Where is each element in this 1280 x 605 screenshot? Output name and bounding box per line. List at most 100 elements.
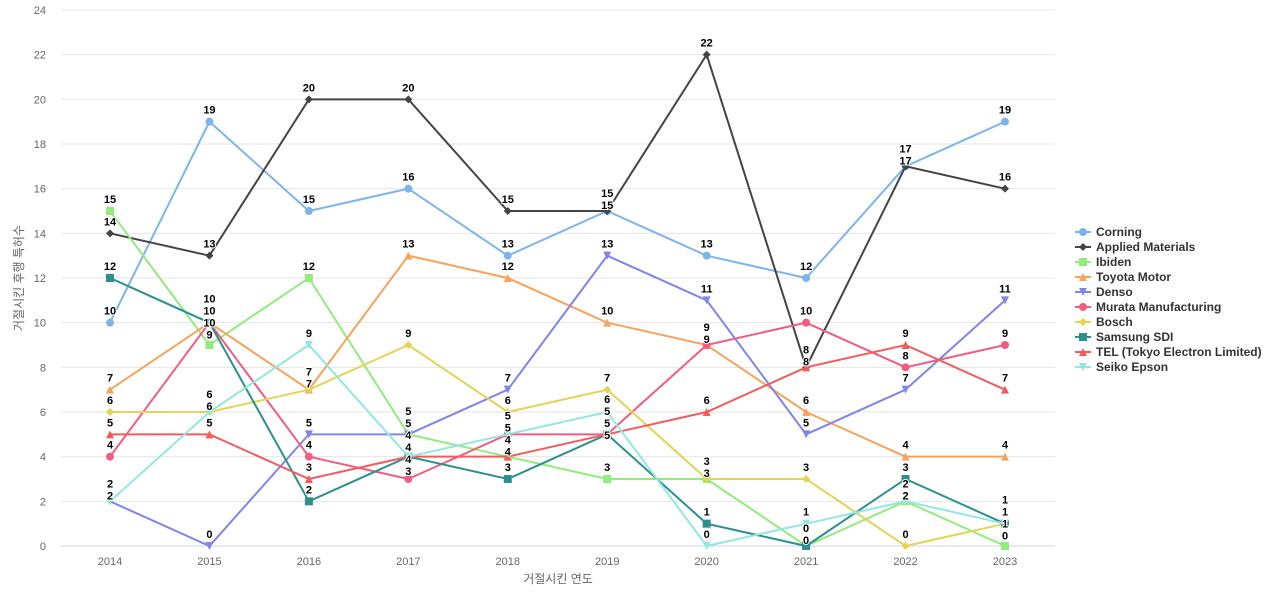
data-point[interactable] [1001, 519, 1009, 528]
data-point[interactable] [106, 385, 114, 394]
data-point[interactable] [304, 452, 313, 461]
data-point[interactable] [503, 207, 512, 215]
data-point[interactable] [404, 341, 413, 349]
data-point[interactable] [404, 475, 413, 483]
data-point[interactable] [503, 452, 512, 461]
data-point[interactable] [503, 274, 512, 282]
data-point[interactable] [802, 519, 811, 528]
data-point[interactable] [1001, 341, 1009, 349]
data-point[interactable] [802, 542, 811, 550]
legend-item[interactable]: Applied Materials [1075, 239, 1262, 254]
data-point[interactable] [802, 318, 811, 327]
data-point[interactable] [503, 408, 512, 416]
legend-symbol-icon [1075, 317, 1091, 326]
data-point[interactable] [802, 430, 811, 439]
data-point[interactable] [901, 475, 910, 483]
legend-item[interactable]: Samsung SDI [1075, 329, 1262, 344]
data-point[interactable] [901, 385, 910, 394]
data-point[interactable] [603, 385, 612, 394]
legend-item[interactable]: Ibiden [1075, 254, 1262, 269]
data-point[interactable] [901, 341, 910, 349]
data-point[interactable] [304, 385, 313, 394]
data-point[interactable] [106, 207, 114, 215]
x-axis-title: 거절시킨 연도 [523, 572, 593, 586]
data-point[interactable] [205, 341, 214, 349]
data-point[interactable] [503, 251, 512, 260]
data-point[interactable] [603, 408, 612, 416]
data-point[interactable] [304, 207, 313, 215]
data-point[interactable] [702, 341, 711, 349]
data-point[interactable] [205, 318, 214, 327]
data-point[interactable] [1001, 452, 1009, 461]
data-point[interactable] [702, 251, 711, 260]
data-point[interactable] [1001, 542, 1009, 550]
data-point[interactable] [702, 50, 711, 59]
data-point[interactable] [205, 251, 214, 260]
data-point[interactable] [106, 408, 114, 416]
data-point[interactable] [802, 475, 811, 483]
data-point[interactable] [503, 385, 512, 394]
data-point[interactable] [603, 430, 612, 439]
data-point[interactable] [404, 251, 413, 260]
data-point[interactable] [802, 274, 811, 282]
data-point[interactable] [603, 251, 612, 260]
legend-item[interactable]: Murata Manufacturing [1075, 299, 1262, 314]
legend-label: Murata Manufacturing [1096, 299, 1222, 314]
legend-item[interactable]: Seiko Epson [1075, 359, 1262, 374]
data-point[interactable] [205, 408, 214, 416]
data-point[interactable] [603, 207, 612, 215]
legend-marker-icon [1079, 242, 1087, 251]
data-point[interactable] [901, 452, 910, 461]
data-point[interactable] [901, 542, 910, 550]
data-point[interactable] [404, 95, 413, 104]
data-point[interactable] [304, 497, 313, 506]
data-point[interactable] [404, 452, 413, 461]
data-point[interactable] [404, 430, 413, 439]
legend-marker-icon [1079, 272, 1087, 281]
data-point[interactable] [404, 184, 413, 193]
data-point[interactable] [304, 430, 313, 439]
data-point[interactable] [106, 229, 114, 238]
data-point[interactable] [802, 363, 811, 372]
data-point[interactable] [106, 274, 114, 282]
data-point[interactable] [702, 542, 711, 550]
data-point[interactable] [901, 497, 910, 506]
data-point[interactable] [106, 430, 114, 439]
data-point[interactable] [304, 475, 313, 483]
data-point[interactable] [702, 408, 711, 416]
data-point[interactable] [205, 430, 214, 439]
data-label: 19 [203, 105, 215, 117]
data-point[interactable] [1001, 117, 1009, 126]
data-point[interactable] [901, 363, 910, 372]
data-label: 0 [206, 529, 212, 541]
data-label: 2 [902, 478, 908, 490]
legend-marker-icon [1079, 317, 1087, 326]
data-point[interactable] [304, 274, 313, 282]
data-point[interactable] [702, 519, 711, 528]
data-point[interactable] [901, 162, 910, 171]
legend-item[interactable]: Toyota Motor [1075, 269, 1262, 284]
data-point[interactable] [205, 542, 214, 550]
data-point[interactable] [503, 475, 512, 483]
data-point[interactable] [304, 95, 313, 104]
data-point[interactable] [106, 452, 114, 461]
legend-item[interactable]: Bosch [1075, 314, 1262, 329]
data-label: 4 [505, 447, 512, 459]
legend-item[interactable]: Corning [1075, 224, 1262, 239]
data-point[interactable] [106, 318, 114, 327]
data-point[interactable] [702, 296, 711, 305]
data-point[interactable] [1001, 385, 1009, 394]
legend-item[interactable]: TEL (Tokyo Electron Limited) [1075, 344, 1262, 359]
data-point[interactable] [603, 318, 612, 327]
data-point[interactable] [304, 341, 313, 349]
legend-item[interactable]: Denso [1075, 284, 1262, 299]
data-point[interactable] [1001, 184, 1009, 193]
data-point[interactable] [503, 430, 512, 439]
data-point[interactable] [802, 408, 811, 416]
data-point[interactable] [106, 497, 114, 506]
data-point[interactable] [1001, 296, 1009, 305]
data-point[interactable] [702, 475, 711, 483]
data-point[interactable] [603, 475, 612, 483]
data-point[interactable] [205, 117, 214, 126]
legend-label: Bosch [1096, 314, 1133, 329]
